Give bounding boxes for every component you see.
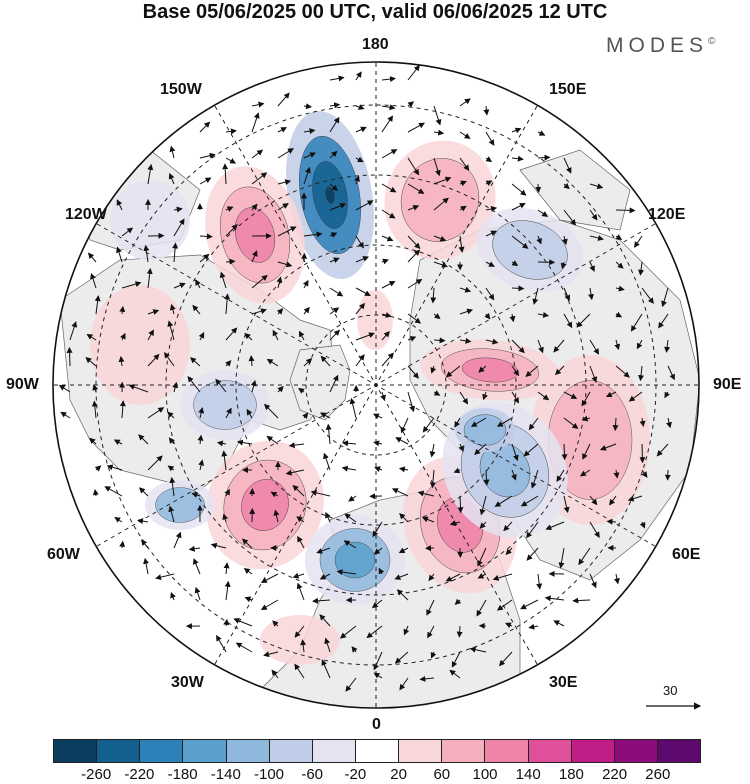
colorbar-tick-label: 220 xyxy=(602,766,627,783)
colorbar-tick-label: 140 xyxy=(516,766,541,783)
wind-arrow xyxy=(434,340,445,341)
colorbar-tick-label: 100 xyxy=(472,766,497,783)
colorbar-tick-label: -100 xyxy=(254,766,284,783)
colorbar-tick-label: 180 xyxy=(559,766,584,783)
anomaly-contour xyxy=(260,615,340,665)
colorbar xyxy=(53,739,701,763)
colorbar-tick-label: -180 xyxy=(168,766,198,783)
colorbar-ticks: -260 -220 -180 -140 -100 -60 -20 20 60 100 140 180 2… xyxy=(0,766,750,784)
wind-arrow xyxy=(512,288,523,289)
wind-arrow xyxy=(538,184,539,192)
lon-label-60e: 60E xyxy=(672,546,700,564)
lon-label-30e: 30E xyxy=(549,674,577,692)
colorbar-segment xyxy=(140,740,183,762)
wind-arrow xyxy=(69,348,70,366)
wind-reference-value: 30 xyxy=(663,683,677,698)
graticule xyxy=(46,55,706,715)
colorbar-segment xyxy=(313,740,356,762)
colorbar-segment xyxy=(183,740,226,762)
colorbar-tick-label: -20 xyxy=(345,766,367,783)
colorbar-segment xyxy=(54,740,97,762)
colorbar-segment xyxy=(615,740,658,762)
wind-arrow xyxy=(459,626,460,637)
colorbar-segment xyxy=(356,740,399,762)
lon-label-150e: 150E xyxy=(549,81,586,99)
lon-label-left: 90W xyxy=(6,376,39,394)
wind-arrow xyxy=(200,236,212,237)
anomaly-contour xyxy=(156,488,205,523)
wind-arrow xyxy=(564,444,565,459)
colorbar-segment xyxy=(658,740,700,762)
wind-arrow xyxy=(460,496,461,512)
colorbar-segment xyxy=(442,740,485,762)
anomaly-contour xyxy=(464,415,506,446)
colorbar-tick-label: -260 xyxy=(81,766,111,783)
colorbar-segment xyxy=(485,740,528,762)
colorbar-segment xyxy=(227,740,270,762)
colorbar-tick-label: -220 xyxy=(124,766,154,783)
anomaly-contour xyxy=(357,290,393,350)
colorbar-segment xyxy=(399,740,442,762)
anomaly-contour xyxy=(194,381,257,430)
colorbar-segment xyxy=(529,740,572,762)
colorbar-tick-label: 60 xyxy=(433,766,450,783)
colorbar-tick-label: -140 xyxy=(211,766,241,783)
lon-label-right: 90E xyxy=(713,376,741,394)
lon-label-top: 180 xyxy=(362,36,389,54)
colorbar-tick-label: 260 xyxy=(645,766,670,783)
colorbar-segment xyxy=(97,740,140,762)
lon-label-60w: 60W xyxy=(47,546,80,564)
colorbar-segment xyxy=(270,740,313,762)
lon-label-bottom: 0 xyxy=(372,716,381,734)
lon-label-150w: 150W xyxy=(160,81,202,99)
lon-label-120w: 120W xyxy=(65,206,107,224)
wind-arrow xyxy=(538,157,550,158)
lon-label-30w: 30W xyxy=(171,674,204,692)
colorbar-tick-label: 20 xyxy=(390,766,407,783)
wind-arrow xyxy=(616,210,635,211)
anomaly-contour xyxy=(110,180,190,260)
colorbar-segment xyxy=(572,740,615,762)
wind-arrow xyxy=(608,521,617,522)
colorbar-tick-label: -60 xyxy=(301,766,323,783)
wind-arrow xyxy=(642,444,643,462)
lon-label-120e: 120E xyxy=(648,206,685,224)
